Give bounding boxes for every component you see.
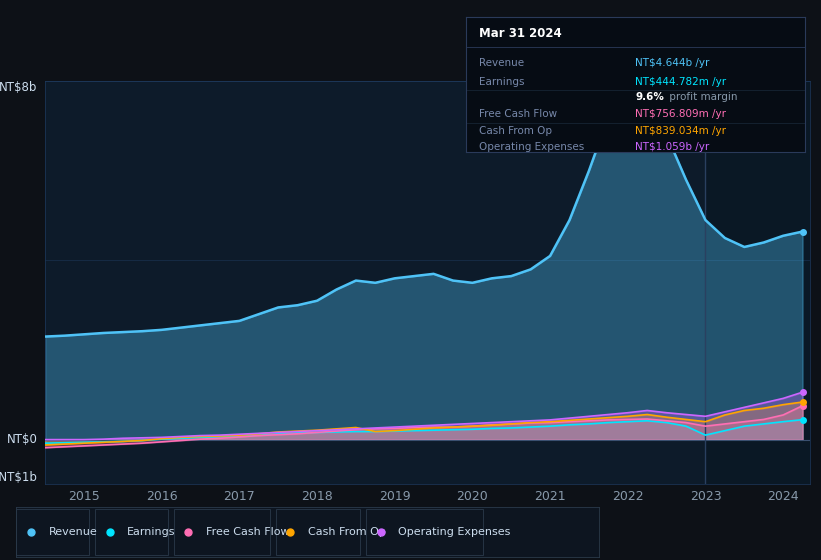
Text: NT$444.782m /yr: NT$444.782m /yr [635,77,727,87]
Text: Cash From Op: Cash From Op [308,527,386,537]
Text: profit margin: profit margin [666,92,737,102]
Text: NT$756.809m /yr: NT$756.809m /yr [635,109,727,119]
Bar [705,81,814,484]
Text: NT$0: NT$0 [7,433,38,446]
Text: Mar 31 2024: Mar 31 2024 [479,26,562,40]
Text: -NT$1b: -NT$1b [0,472,38,484]
Text: Cash From Op: Cash From Op [479,125,552,136]
Text: NT$8b: NT$8b [0,81,38,94]
Text: Revenue: Revenue [48,527,97,537]
Text: NT$1.059b /yr: NT$1.059b /yr [635,142,709,152]
Text: NT$4.644b /yr: NT$4.644b /yr [635,58,710,68]
Text: 9.6%: 9.6% [635,92,664,102]
Text: Free Cash Flow: Free Cash Flow [479,109,557,119]
Text: Free Cash Flow: Free Cash Flow [206,527,290,537]
Text: Earnings: Earnings [479,77,525,87]
Text: Operating Expenses: Operating Expenses [398,527,511,537]
Text: Earnings: Earnings [127,527,176,537]
Text: NT$839.034m /yr: NT$839.034m /yr [635,125,727,136]
Text: Operating Expenses: Operating Expenses [479,142,585,152]
Text: Revenue: Revenue [479,58,525,68]
